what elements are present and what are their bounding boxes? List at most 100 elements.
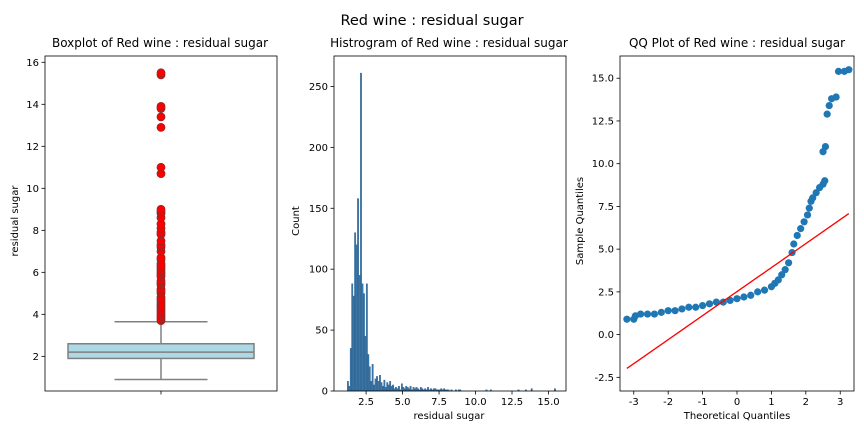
qq-point <box>698 301 707 310</box>
qq-point <box>692 303 700 311</box>
qq-point <box>809 194 817 202</box>
boxplot-box <box>67 342 255 360</box>
histogram-panel: Histrogram of Red wine : residual sugar … <box>291 36 568 422</box>
qq-point <box>823 110 831 118</box>
histogram-bar <box>400 383 403 392</box>
qq-point <box>781 266 789 274</box>
qq-point <box>726 296 734 305</box>
qq-point <box>664 307 672 315</box>
qq-point <box>643 310 652 318</box>
qq-point <box>637 310 645 318</box>
qq-point <box>845 66 853 74</box>
boxplot-ytick-label: 2 <box>33 352 39 363</box>
histogram-xlabel: residual sugar <box>414 411 486 422</box>
qq-point <box>657 308 665 316</box>
histogram-xtick-label: 15.0 <box>537 397 559 408</box>
boxplot-ytick-label: 6 <box>33 268 39 279</box>
boxplot-ytick-label: 10 <box>26 184 39 195</box>
histogram-bar <box>371 364 374 392</box>
qq-point <box>623 315 631 323</box>
boxplot-ytick-label: 14 <box>26 100 39 111</box>
histogram-xtick-label: 10.0 <box>464 397 486 408</box>
qq-point <box>747 291 755 299</box>
histogram-bar <box>380 382 383 392</box>
histogram-bar <box>368 366 371 392</box>
qq-point <box>803 211 812 219</box>
boxplot-ylabel: residual sugar <box>10 185 21 257</box>
boxplot-ytick-label: 12 <box>26 142 39 153</box>
histogram-bar <box>379 375 381 392</box>
histogram-bar <box>346 381 349 392</box>
histogram-bar <box>419 387 422 392</box>
histogram-bar <box>398 385 400 392</box>
qq-xtick-label: 3 <box>837 397 843 408</box>
histogram-bar <box>367 354 370 392</box>
histogram-bar <box>406 387 409 392</box>
boxplot-outlier <box>156 68 166 78</box>
histogram-bar <box>357 198 359 392</box>
qq-point <box>821 177 829 185</box>
qq-ytick-label: 2.5 <box>598 287 614 298</box>
qq-xtick-label: 1 <box>768 397 774 408</box>
histogram-bar <box>358 275 361 392</box>
qq-point <box>754 288 762 296</box>
boxplot-title: Boxplot of Red wine : residual sugar <box>52 36 268 50</box>
histogram-bar <box>390 385 393 392</box>
qq-point <box>774 276 782 284</box>
boxplot-outlier <box>156 102 166 111</box>
qq-xtick-label: 2 <box>803 397 809 408</box>
boxplot-outlier <box>156 123 166 132</box>
histogram-bar <box>363 293 365 392</box>
boxplot-outlier <box>156 162 166 172</box>
histogram-bar <box>395 387 397 392</box>
boxplot-panel: Boxplot of Red wine : residual sugar res… <box>10 36 278 395</box>
histogram-bar <box>352 295 355 392</box>
histogram-ytick-label: 150 <box>309 204 328 215</box>
figure-suptitle: Red wine : residual sugar <box>340 13 523 29</box>
qq-point <box>778 271 786 279</box>
histogram-xtick-label: 7.5 <box>431 397 447 408</box>
qq-plot-panel: QQ Plot of Red wine : residual sugar The… <box>575 36 855 422</box>
qq-xtick-label: -1 <box>698 397 708 408</box>
qq-point <box>785 259 793 267</box>
histogram-ytick-label: 50 <box>315 326 328 337</box>
histogram-bar <box>364 336 367 392</box>
histogram-title: Histrogram of Red wine : residual sugar <box>330 36 568 50</box>
qq-point <box>797 225 805 233</box>
qq-xtick-label: -2 <box>663 397 673 408</box>
qq-point <box>712 298 720 306</box>
qq-point <box>793 231 801 240</box>
histogram-bar <box>427 387 429 392</box>
qq-xtick-label: -3 <box>629 397 639 408</box>
histogram-bar <box>373 384 376 392</box>
histogram-bar <box>360 72 362 392</box>
qq-reference-line <box>626 213 850 369</box>
histogram-bar <box>354 232 357 392</box>
boxplot-ytick-label: 16 <box>26 58 39 69</box>
histogram-bar <box>351 283 354 392</box>
histogram-bar <box>355 244 358 392</box>
qq-ytick-label: 7.5 <box>598 202 614 213</box>
qq-point <box>800 218 808 226</box>
qq-ytick-label: 15.0 <box>592 74 614 85</box>
boxplot-ytick-label: 8 <box>33 226 39 237</box>
qq-point <box>678 305 686 313</box>
qq-point <box>760 286 769 294</box>
qq-frame <box>619 55 855 392</box>
histogram-bar <box>386 382 389 392</box>
histogram-xtick-label: 5.0 <box>395 397 411 408</box>
histogram-ylabel: Count <box>291 206 302 236</box>
boxplot-outlier <box>156 112 166 122</box>
histogram-bar <box>361 283 364 392</box>
qq-point <box>650 310 659 318</box>
qq-ylabel: Sample Quantiles <box>575 177 586 265</box>
histogram-ytick-label: 100 <box>309 265 328 276</box>
qq-point <box>705 300 714 308</box>
histogram-bar <box>409 385 412 392</box>
histogram-bar <box>389 381 392 392</box>
qq-point <box>740 293 748 301</box>
qq-point <box>790 240 798 248</box>
histogram-frame <box>333 55 567 392</box>
histogram-ytick-label: 200 <box>309 143 328 154</box>
